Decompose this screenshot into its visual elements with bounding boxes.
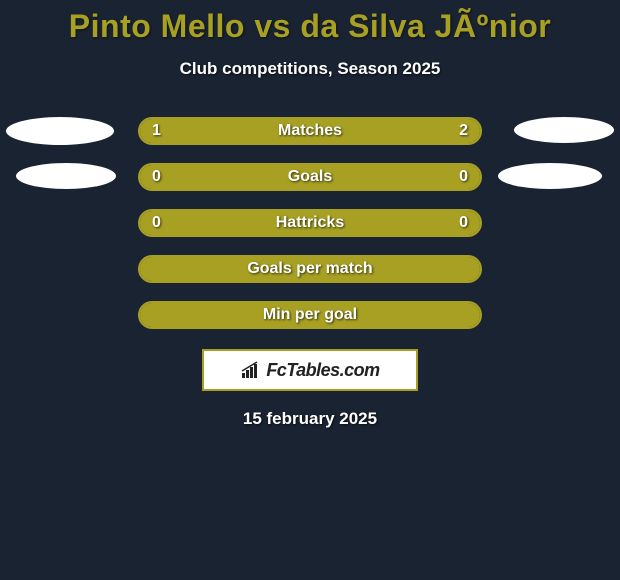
player-oval-left bbox=[16, 163, 116, 189]
date-label: 15 february 2025 bbox=[0, 409, 620, 429]
logo-text: FcTables.com bbox=[266, 360, 379, 381]
stat-value-right: 0 bbox=[459, 211, 468, 235]
stat-value-right: 0 bbox=[459, 165, 468, 189]
player-oval-right bbox=[498, 163, 602, 189]
stat-row: Goals per match bbox=[0, 255, 620, 283]
stat-bar-fill-right bbox=[140, 257, 480, 281]
stat-row: 00Hattricks bbox=[0, 209, 620, 237]
stat-bar-track: Min per goal bbox=[138, 301, 482, 329]
stat-row: Min per goal bbox=[0, 301, 620, 329]
subtitle: Club competitions, Season 2025 bbox=[0, 59, 620, 79]
chart-icon bbox=[240, 361, 262, 379]
stat-bar-fill-right bbox=[140, 303, 480, 327]
stat-bar-track: 12Matches bbox=[138, 117, 482, 145]
player-oval-left bbox=[6, 117, 114, 145]
stat-value-left: 0 bbox=[152, 165, 161, 189]
player-oval-right bbox=[514, 117, 614, 143]
stat-value-left: 0 bbox=[152, 211, 161, 235]
stat-bar-fill-right bbox=[140, 165, 480, 189]
stat-row: 12Matches bbox=[0, 117, 620, 145]
stat-rows: 12Matches00Goals00HattricksGoals per mat… bbox=[0, 117, 620, 329]
stat-bar-fill-right bbox=[140, 211, 480, 235]
stat-bar-track: Goals per match bbox=[138, 255, 482, 283]
stat-row: 00Goals bbox=[0, 163, 620, 191]
stat-bar-track: 00Hattricks bbox=[138, 209, 482, 237]
comparison-infographic: Pinto Mello vs da Silva JÃºnior Club com… bbox=[0, 0, 620, 429]
stat-bar-fill-right bbox=[252, 119, 480, 143]
stat-value-left: 1 bbox=[152, 119, 161, 143]
page-title: Pinto Mello vs da Silva JÃºnior bbox=[0, 8, 620, 45]
logo-box: FcTables.com bbox=[202, 349, 418, 391]
stat-value-right: 2 bbox=[459, 119, 468, 143]
stat-bar-track: 00Goals bbox=[138, 163, 482, 191]
